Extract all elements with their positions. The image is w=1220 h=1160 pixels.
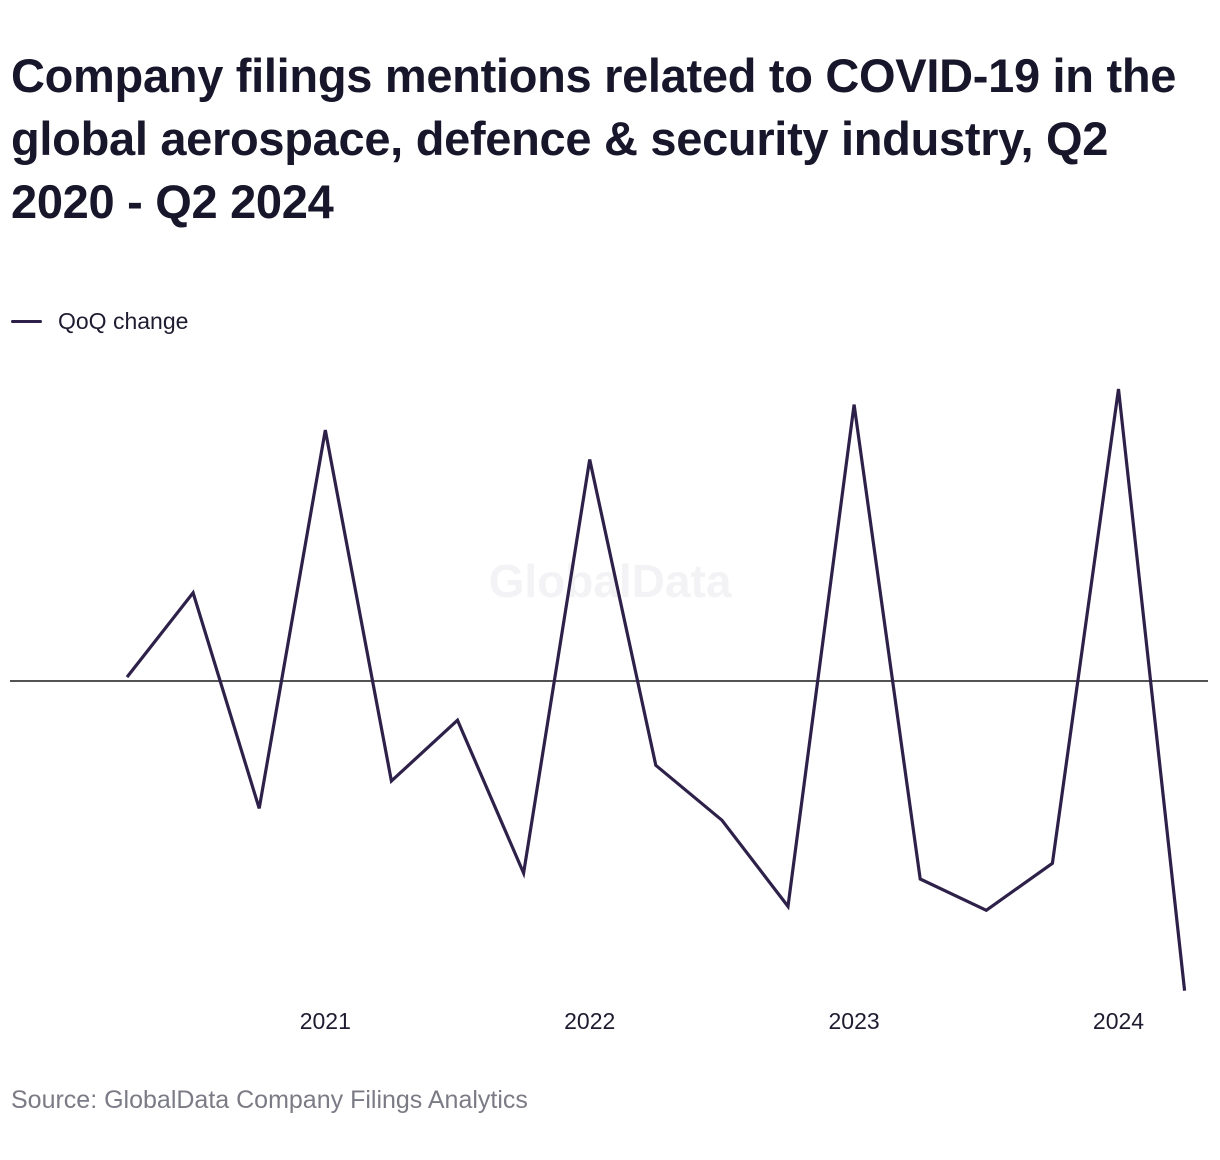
line-chart: GlobalData 2021 2022 2023 2024 — [10, 385, 1208, 1034]
data-point-q3-2022 — [718, 816, 726, 824]
data-point-q1-2022 — [586, 456, 594, 464]
x-tick-label-2024: 2024 — [1093, 1008, 1144, 1034]
legend-label: QoQ change — [58, 307, 189, 334]
data-point-q4-2020 — [255, 804, 263, 812]
x-axis-ticks: 2021 2022 2023 2024 — [300, 1008, 1145, 1034]
x-tick-label-2021: 2021 — [300, 1008, 351, 1034]
data-point-q4-2022 — [784, 902, 792, 910]
x-tick-label-2022: 2022 — [564, 1008, 615, 1034]
data-point-q2-2023 — [916, 875, 924, 883]
watermark-text: GlobalData — [489, 555, 732, 607]
data-point-q3-2021 — [454, 716, 462, 724]
data-point-q1-2023 — [850, 401, 858, 409]
data-point-q4-2021 — [520, 869, 528, 877]
data-point-q4-2023 — [1048, 859, 1056, 867]
series-layer — [123, 385, 1189, 995]
x-tick-label-2023: 2023 — [829, 1008, 880, 1034]
series-line-qoq-change — [125, 388, 1187, 991]
legend-swatch — [11, 319, 42, 323]
data-point-q2-2020 — [123, 673, 131, 681]
data-point-q1-2021 — [321, 426, 329, 434]
chart-title: Company filings mentions related to COVI… — [11, 49, 1177, 228]
data-point-q1-2024 — [1115, 385, 1123, 393]
data-point-q2-2024 — [1181, 987, 1189, 995]
legend: QoQ change — [11, 306, 188, 336]
data-point-q3-2023 — [982, 906, 990, 914]
data-point-q3-2020 — [189, 589, 197, 597]
data-point-q2-2021 — [387, 777, 395, 785]
data-point-q2-2022 — [652, 761, 660, 769]
source-note: Source: GlobalData Company Filings Analy… — [11, 1086, 528, 1114]
